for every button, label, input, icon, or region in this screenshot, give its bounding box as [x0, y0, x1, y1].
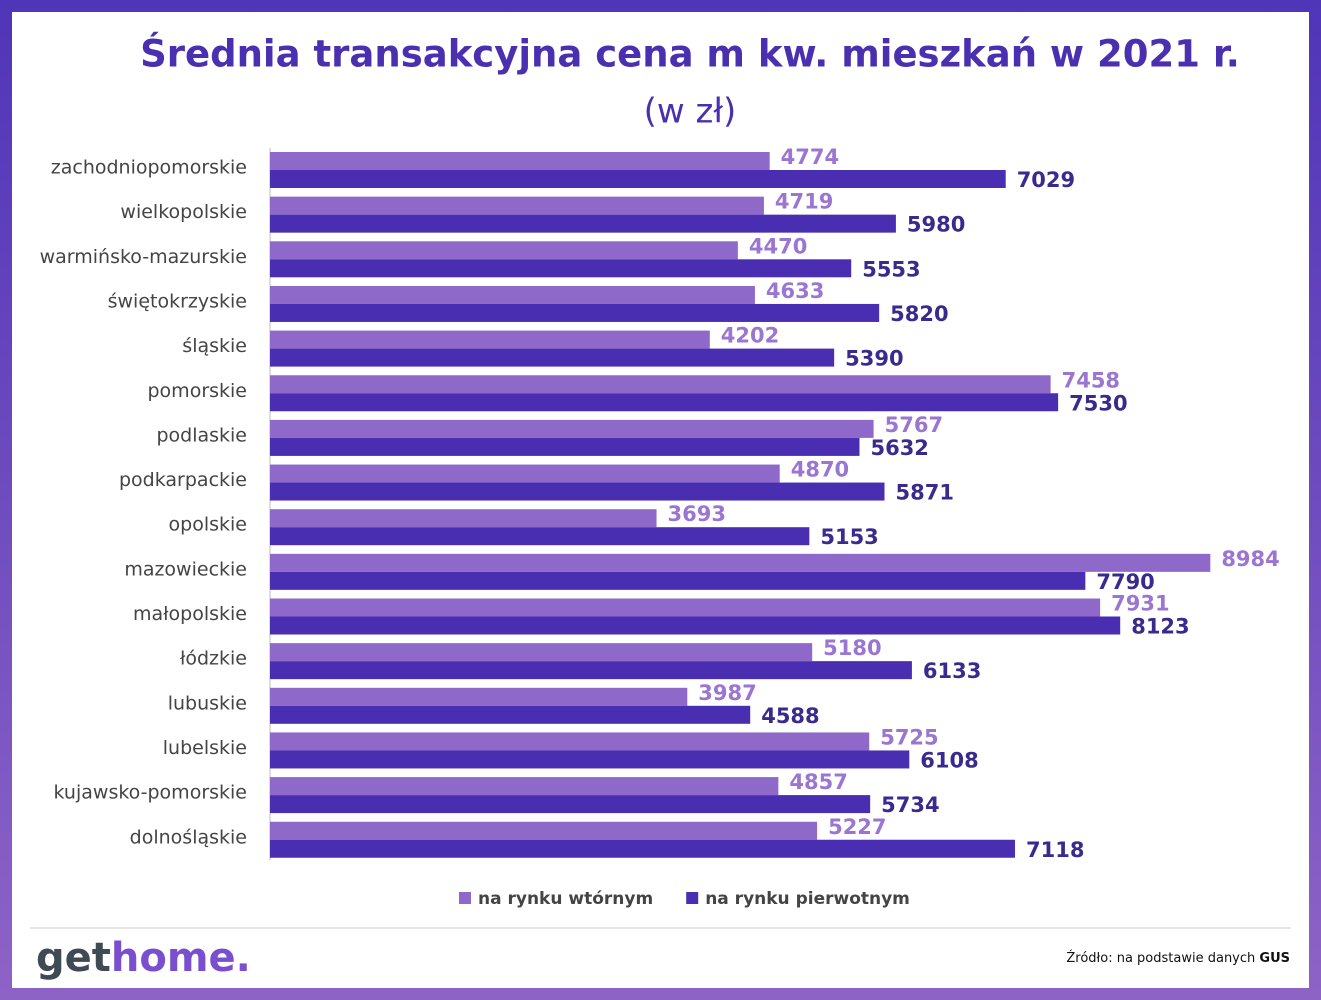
category-label: świętokrzyskie — [108, 290, 247, 312]
value-label: 5725 — [880, 725, 938, 749]
value-label: 5734 — [881, 793, 939, 817]
bar — [270, 553, 1211, 572]
bar — [270, 214, 896, 233]
value-label: 7029 — [1017, 168, 1075, 192]
value-label: 6133 — [923, 659, 981, 683]
bar — [270, 750, 910, 769]
category-label: podlaskie — [156, 424, 247, 446]
bar — [270, 303, 880, 322]
bar — [270, 330, 710, 349]
value-label: 7931 — [1111, 592, 1169, 616]
bar — [270, 661, 912, 680]
value-label: 5767 — [885, 413, 943, 437]
legend-label: na rynku wtórnym — [478, 889, 653, 909]
bar — [270, 241, 738, 260]
bar — [270, 598, 1101, 617]
value-label: 4774 — [781, 145, 839, 169]
bar — [270, 777, 779, 796]
category-label: łódzkie — [180, 648, 247, 670]
category-label: wielkopolskie — [120, 201, 247, 223]
value-label: 8984 — [1221, 547, 1279, 571]
bar — [270, 795, 871, 814]
value-label: 7458 — [1062, 368, 1120, 392]
value-label: 4719 — [775, 190, 833, 214]
category-label: małopolskie — [133, 603, 247, 625]
value-label: 5871 — [895, 481, 953, 505]
bar — [270, 170, 1006, 188]
value-label: 5390 — [845, 347, 903, 371]
value-label: 5632 — [870, 436, 928, 460]
bar — [270, 643, 813, 662]
value-label: 3987 — [698, 681, 756, 705]
bar — [270, 393, 1059, 412]
bar — [270, 821, 818, 840]
bar — [270, 732, 870, 751]
bar — [270, 464, 780, 483]
chart-title: Średnia transakcyjna cena m kw. mieszkań… — [140, 32, 1240, 76]
bar — [270, 437, 860, 456]
bar — [270, 527, 810, 546]
value-label: 5180 — [823, 636, 881, 660]
bar — [270, 152, 770, 170]
bar — [270, 509, 657, 528]
category-label: mazowieckie — [124, 558, 247, 580]
value-label: 5553 — [862, 257, 920, 281]
value-label: 7118 — [1026, 838, 1084, 862]
bar — [270, 705, 751, 724]
value-label: 4588 — [761, 704, 819, 728]
bar — [270, 616, 1121, 635]
bar — [270, 375, 1051, 394]
bar — [270, 419, 874, 438]
category-label: dolnośląskie — [130, 826, 247, 848]
bar — [270, 259, 852, 278]
bar — [270, 687, 688, 706]
value-label: 5820 — [890, 302, 948, 326]
category-label: zachodniopomorskie — [51, 157, 247, 179]
value-label: 3693 — [668, 502, 726, 526]
source: Źródło: na podstawie danych GUS — [1066, 950, 1290, 966]
value-label: 8123 — [1131, 615, 1189, 639]
value-label: 5227 — [828, 815, 886, 839]
category-label: opolskie — [169, 514, 247, 536]
value-label: 4857 — [789, 770, 847, 794]
category-label: podkarpackie — [119, 469, 247, 491]
bar — [270, 482, 885, 501]
legend-swatch — [459, 892, 471, 904]
bar — [270, 839, 1016, 858]
bar — [270, 348, 835, 367]
value-label: 5153 — [820, 525, 878, 549]
category-label: kujawsko-pomorskie — [54, 782, 247, 804]
bar — [270, 285, 755, 304]
value-label: 7530 — [1069, 391, 1127, 415]
chart-subtitle: (w zł) — [644, 92, 737, 132]
value-label: 4470 — [749, 234, 807, 258]
category-label: lubuskie — [168, 692, 247, 714]
bar — [270, 196, 764, 215]
value-label: 4870 — [791, 458, 849, 482]
category-label: lubelskie — [163, 737, 247, 759]
category-label: śląskie — [182, 335, 247, 357]
category-label: pomorskie — [148, 380, 248, 402]
value-label: 7790 — [1096, 570, 1154, 594]
bar — [270, 571, 1086, 590]
legend-swatch — [686, 892, 699, 904]
logo: gethome. — [36, 935, 251, 981]
legend-label: na rynku pierwotnym — [705, 889, 910, 909]
value-label: 4633 — [766, 279, 824, 303]
value-label: 6108 — [920, 748, 978, 772]
value-label: 5980 — [907, 213, 965, 237]
value-label: 4202 — [721, 324, 779, 348]
category-label: warmińsko-mazurskie — [40, 246, 247, 268]
